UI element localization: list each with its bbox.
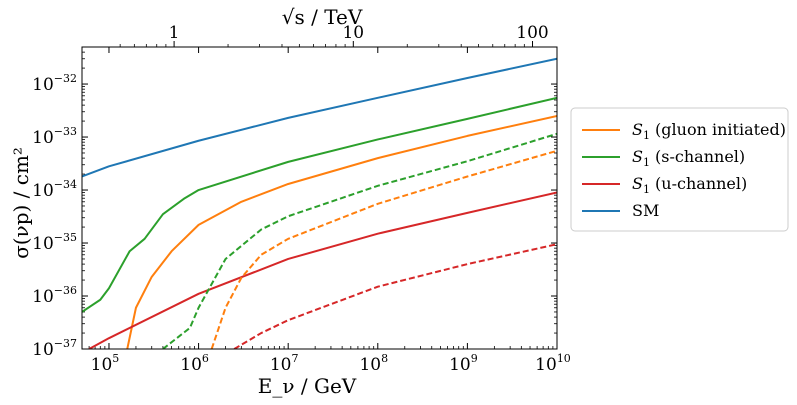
series-line-0 bbox=[126, 114, 557, 349]
legend: S1 (gluon initiated)S1 (s-channel)S1 (u-… bbox=[570, 107, 789, 232]
y-tick-label: 10−37 bbox=[32, 337, 77, 360]
series-line-2 bbox=[88, 191, 557, 349]
y-tick-label: 10−34 bbox=[32, 178, 77, 201]
top-tick-label: 10 bbox=[342, 23, 364, 43]
y-tick-label: 10−36 bbox=[32, 284, 77, 307]
legend-label-rest: (u-channel) bbox=[650, 174, 747, 193]
y-axis-title: σ(νp) / cm² bbox=[9, 147, 33, 259]
legend-box bbox=[570, 107, 789, 232]
y-tick-exp: −37 bbox=[54, 337, 77, 350]
x-tick-exp: 7 bbox=[292, 352, 299, 365]
y-tick-base: 10 bbox=[32, 128, 54, 148]
y-tick-base: 10 bbox=[32, 340, 54, 360]
y-tick-label: 10−33 bbox=[32, 125, 77, 148]
top-axis-title-text: √s / TeV bbox=[282, 5, 363, 29]
y-tick-base: 10 bbox=[32, 234, 54, 254]
legend-label-base: SM bbox=[632, 201, 659, 220]
x-tick-label: 108 bbox=[359, 352, 388, 375]
x-tick-label: 107 bbox=[270, 352, 299, 375]
x-tick-base: 10 bbox=[91, 355, 113, 375]
y-tick-base: 10 bbox=[32, 181, 54, 201]
legend-label-rest: (s-channel) bbox=[650, 147, 745, 166]
y-tick-exp: −36 bbox=[54, 284, 77, 297]
x-tick-exp: 10 bbox=[557, 352, 571, 365]
legend-label: SM bbox=[632, 201, 659, 220]
series-layer bbox=[82, 57, 557, 349]
legend-label: S1 (gluon initiated) bbox=[632, 120, 786, 142]
x-tick-exp: 9 bbox=[471, 352, 478, 365]
y-tick-base: 10 bbox=[32, 287, 54, 307]
legend-label-sub: 1 bbox=[643, 183, 650, 196]
ticks-layer: 105 106 107 108 109 101010−3710−3610−3510−341… bbox=[32, 23, 571, 375]
top-axis-title: √s / TeV bbox=[282, 5, 363, 29]
legend-label: S1 (s-channel) bbox=[632, 147, 745, 169]
series-line-dashed-6 bbox=[233, 243, 557, 349]
legend-label-base: S bbox=[632, 120, 643, 139]
series-line-1 bbox=[82, 96, 557, 313]
y-tick-label: 10−32 bbox=[32, 72, 77, 95]
y-tick-base: 10 bbox=[32, 75, 54, 95]
x-tick-base: 10 bbox=[270, 355, 292, 375]
y-tick-exp: −34 bbox=[54, 178, 77, 191]
x-tick-label: 1010 bbox=[535, 352, 571, 375]
x-tick-label: 106 bbox=[180, 352, 209, 375]
top-tick-label: 100 bbox=[516, 23, 548, 43]
x-tick-exp: 8 bbox=[381, 352, 388, 365]
legend-label-base: S bbox=[632, 174, 643, 193]
y-tick-exp: −32 bbox=[54, 72, 77, 85]
legend-label-rest: (gluon initiated) bbox=[650, 120, 786, 139]
x-tick-base: 10 bbox=[359, 355, 381, 375]
series-line-3 bbox=[82, 57, 557, 178]
minor-ticks-layer bbox=[81, 46, 557, 349]
x-tick-label: 105 bbox=[91, 352, 120, 375]
x-tick-exp: 6 bbox=[202, 352, 209, 365]
series-line-dashed-5 bbox=[210, 149, 557, 349]
legend-label-sub: 1 bbox=[643, 129, 650, 142]
x-tick-base: 10 bbox=[180, 355, 202, 375]
series-line-dashed-4 bbox=[162, 132, 557, 349]
legend-label-sub: 1 bbox=[643, 156, 650, 169]
series-group bbox=[82, 57, 557, 349]
y-tick-exp: −35 bbox=[54, 231, 77, 244]
x-tick-exp: 5 bbox=[112, 352, 119, 365]
legend-label: S1 (u-channel) bbox=[632, 174, 747, 196]
x-tick-base: 10 bbox=[535, 355, 557, 375]
top-tick-label: 1 bbox=[169, 23, 180, 43]
plot-frame bbox=[81, 46, 558, 350]
x-tick-base: 10 bbox=[449, 355, 471, 375]
legend-label-base: S bbox=[632, 147, 643, 166]
y-tick-label: 10−35 bbox=[32, 231, 77, 254]
x-axis-title: E_ν / GeV bbox=[258, 374, 357, 398]
x-tick-label: 109 bbox=[449, 352, 478, 375]
y-tick-exp: −33 bbox=[54, 125, 77, 138]
